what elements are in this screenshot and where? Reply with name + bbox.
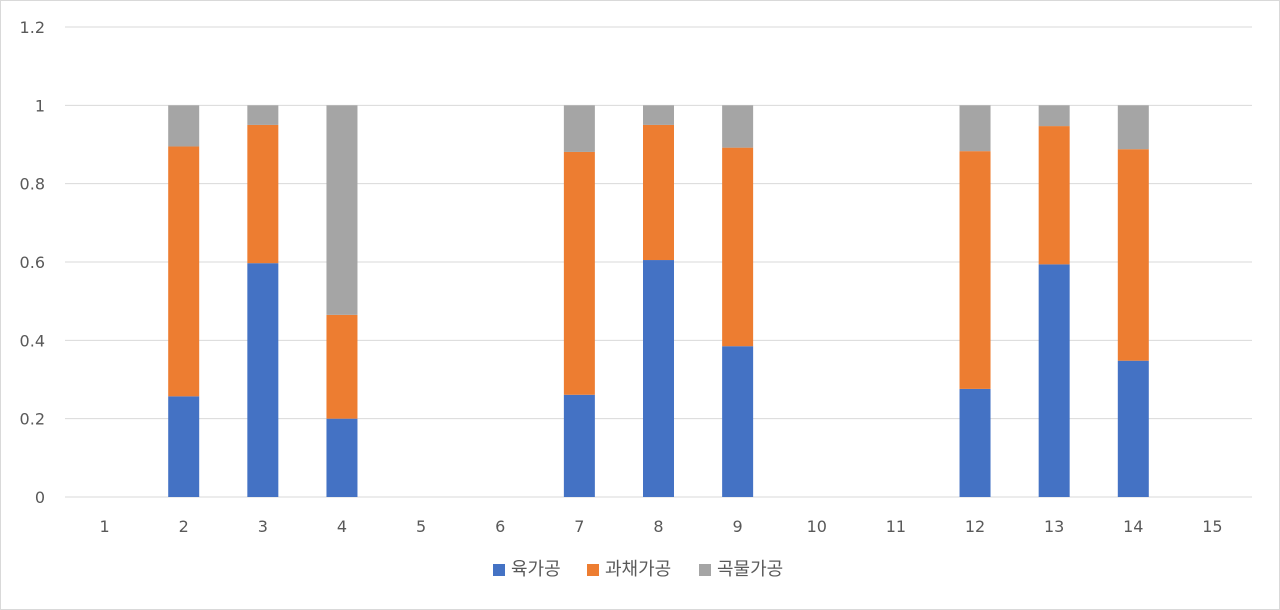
bar-segment (959, 151, 991, 389)
x-tick-label: 9 (733, 517, 743, 536)
y-tick-label: 0 (35, 488, 45, 507)
x-tick-label: 4 (337, 517, 347, 536)
bar-segment (1117, 149, 1149, 361)
x-tick-label: 2 (179, 517, 189, 536)
x-tick-label: 11 (886, 517, 906, 536)
y-tick-label: 0.8 (20, 175, 45, 194)
legend-swatch (699, 564, 711, 576)
bar-segment (722, 105, 754, 148)
bar-segment (1117, 105, 1149, 150)
bar-segment (563, 105, 595, 152)
bar-segment (563, 151, 595, 395)
bar-segment (1038, 264, 1070, 497)
bar-segment (563, 394, 595, 497)
legend-label: 과채가공 (605, 559, 671, 580)
bar-segment (247, 263, 279, 497)
legend-swatch (587, 564, 599, 576)
x-tick-label: 1 (99, 517, 109, 536)
x-tick-label: 5 (416, 517, 426, 536)
bar-segment (722, 147, 754, 347)
bar-segment (247, 105, 279, 125)
bar-segment (722, 346, 754, 497)
y-tick-label: 1 (35, 96, 45, 115)
bar-segment (168, 146, 200, 397)
x-tick-label: 15 (1202, 517, 1222, 536)
legend-swatch (493, 564, 505, 576)
x-tick-label: 10 (807, 517, 827, 536)
x-tick-label: 12 (965, 517, 985, 536)
y-tick-label: 1.2 (20, 18, 45, 37)
bar-segment (168, 396, 200, 497)
bar-segment (326, 418, 358, 497)
bar-segment (959, 105, 991, 152)
bar-segment (643, 124, 674, 261)
bar-segment (643, 260, 674, 497)
x-tick-label: 8 (653, 517, 663, 536)
bar-segment (326, 314, 358, 419)
bar-segment (168, 105, 200, 147)
bar-segment (959, 388, 991, 497)
x-tick-label: 14 (1123, 517, 1143, 536)
bar-segment (1038, 126, 1070, 265)
legend-label: 곡물가공 (717, 559, 783, 580)
x-tick-label: 13 (1044, 517, 1064, 536)
y-tick-label: 0.4 (20, 331, 45, 350)
x-tick-label: 6 (495, 517, 505, 536)
bar-segment (326, 105, 358, 315)
y-tick-label: 0.6 (20, 253, 45, 272)
bar-segment (643, 105, 674, 125)
x-tick-label: 7 (574, 517, 584, 536)
x-tick-label: 3 (258, 517, 268, 536)
bar-segment (247, 124, 279, 264)
legend-label: 육가공 (511, 559, 561, 580)
bar-segment (1117, 360, 1149, 497)
bar-segment (1038, 105, 1070, 127)
y-tick-label: 0.2 (20, 410, 45, 429)
